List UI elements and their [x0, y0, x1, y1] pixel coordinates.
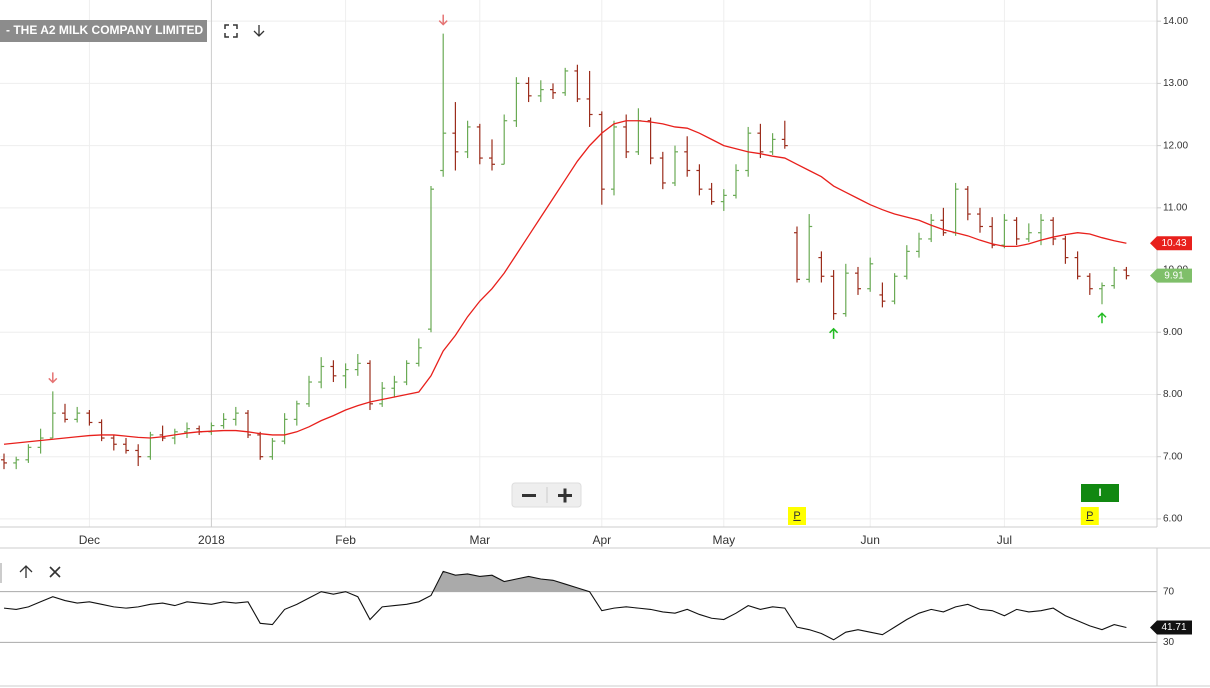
x-tick-label: Apr: [592, 533, 611, 547]
event-marker: [1081, 484, 1119, 502]
x-tick-label: 2018: [198, 533, 225, 547]
x-tick-label: Feb: [335, 533, 356, 547]
indicator-area: [4, 571, 1127, 592]
event-label: P: [793, 510, 800, 522]
x-tick-label: Jun: [861, 533, 880, 547]
close-icon[interactable]: [49, 566, 61, 578]
plot: 6.007.008.009.0010.0011.0012.0013.0014.0…: [1, 14, 1192, 648]
zoom-in[interactable]: [558, 488, 572, 503]
event-marker: [1080, 507, 1099, 525]
signal-arrow: [1097, 312, 1107, 324]
event-label: P: [1086, 510, 1093, 522]
y2-tick-label: 70: [1163, 586, 1175, 597]
x-tick-label: Dec: [79, 533, 100, 547]
indicator-tag-label: 41.71: [1161, 622, 1186, 633]
indicator-tag-box: [1150, 620, 1192, 635]
y-tick-label: 14.00: [1163, 16, 1188, 27]
event-marker: [788, 507, 806, 525]
chart-title: - THE A2 MILK COMPANY LIMITED: [6, 23, 203, 37]
y2-tick-label: 30: [1163, 637, 1175, 648]
event-label: I: [1098, 487, 1101, 499]
y-tick-label: 7.00: [1163, 451, 1183, 462]
ma-tag-box: [1150, 236, 1192, 251]
signal-arrow: [48, 372, 58, 384]
move-up-icon[interactable]: [19, 565, 33, 578]
y-tick-label: 13.00: [1163, 78, 1188, 89]
y-tick-label: 9.00: [1163, 327, 1183, 338]
x-tick-label: Mar: [469, 533, 490, 547]
y-tick-label: 12.00: [1163, 140, 1188, 151]
signal-arrow: [438, 14, 448, 26]
y-tick-label: 8.00: [1163, 389, 1183, 400]
y-tick-label: 11.00: [1163, 202, 1188, 213]
close-tag-label: 9.91: [1164, 270, 1184, 281]
indicator-line: [3, 570, 1127, 641]
signal-arrow: [829, 327, 839, 339]
y-tick-label: 6.00: [1163, 514, 1183, 525]
x-tick-label: Jul: [997, 533, 1012, 547]
zoom-control: [511, 482, 582, 508]
moving-average-line: [3, 120, 1127, 445]
zoom-out[interactable]: [522, 494, 536, 497]
close-tag-box: [1150, 268, 1192, 283]
x-tick-label: May: [712, 533, 735, 547]
expand-icon[interactable]: [224, 24, 238, 38]
ma-tag-label: 10.43: [1161, 238, 1186, 249]
download-icon[interactable]: [253, 25, 265, 37]
title-box[interactable]: [0, 20, 207, 42]
